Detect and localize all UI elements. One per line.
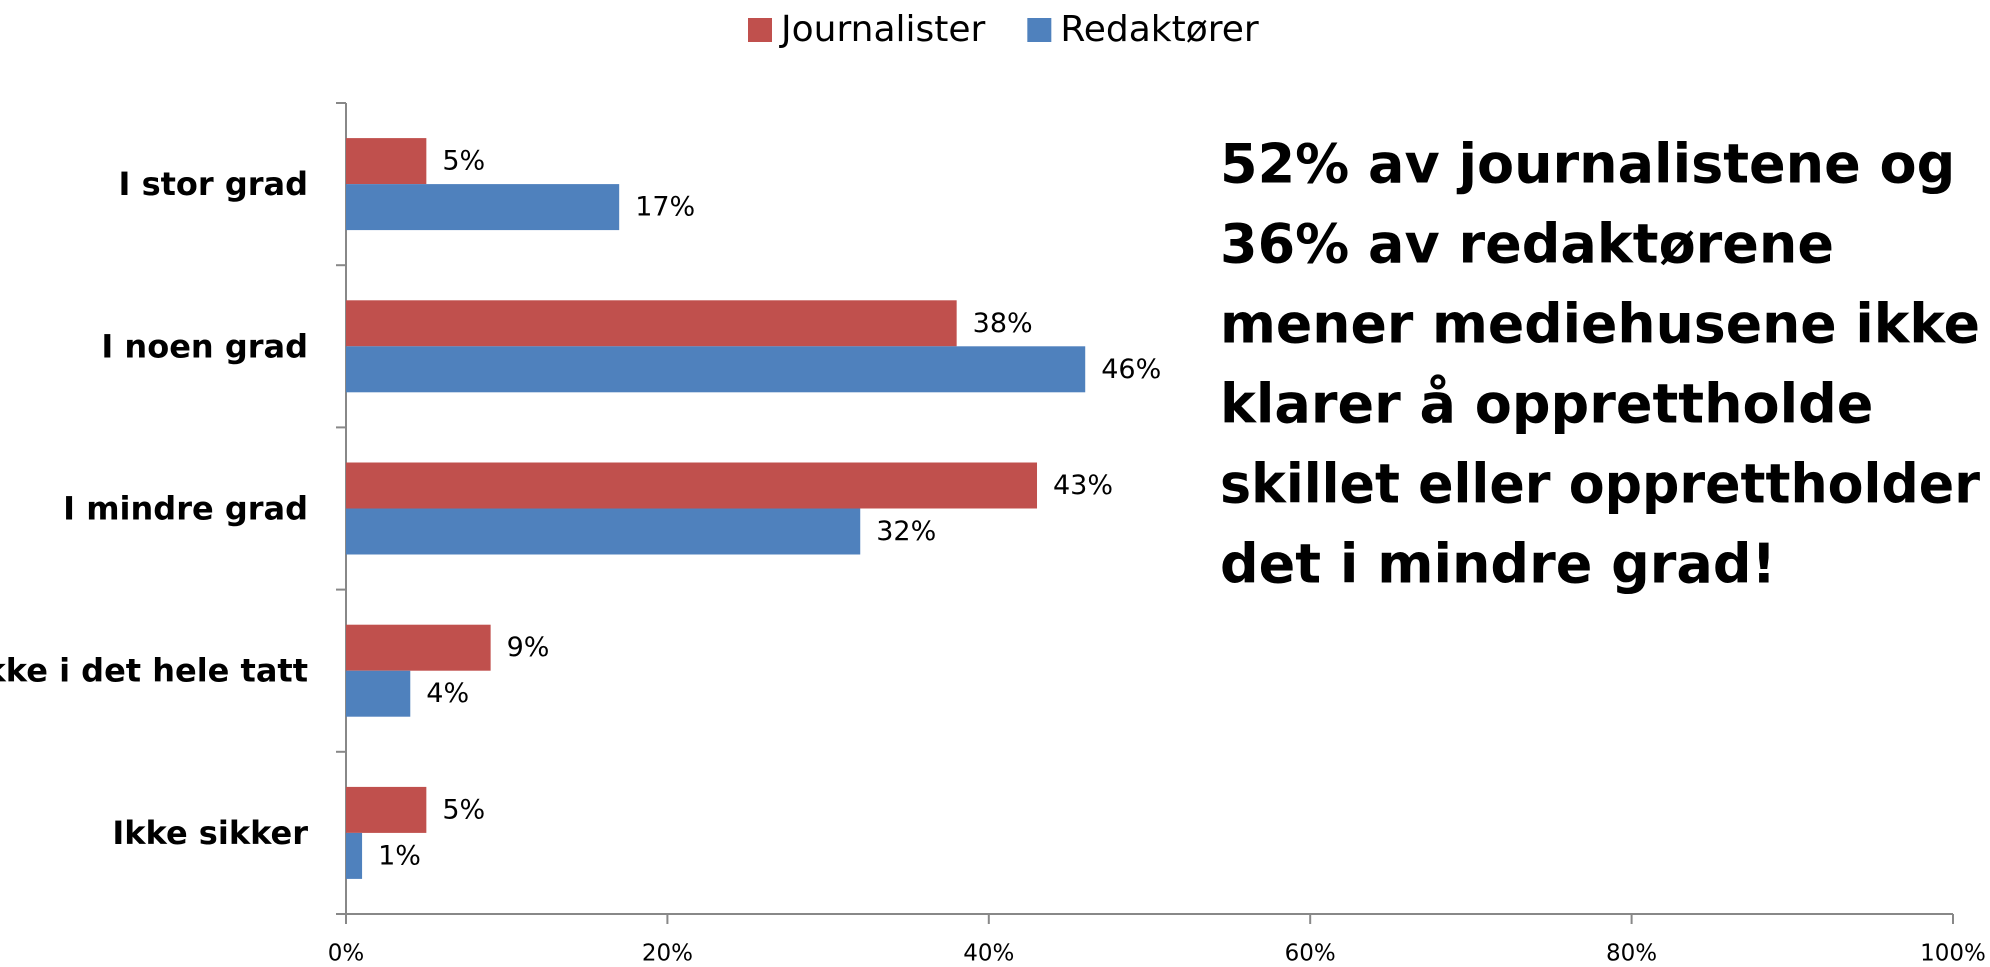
x-tick-label: 80%	[1606, 941, 1657, 967]
x-tick-label: 20%	[642, 941, 693, 967]
annotation: 52% av journalistene og	[1220, 133, 1955, 196]
value-label: 46%	[1101, 354, 1161, 385]
y-tick-label: Ikke i det hele tatt	[0, 652, 308, 690]
value-label: 43%	[1053, 470, 1113, 501]
bar	[346, 300, 957, 347]
value-label: 38%	[973, 308, 1033, 339]
value-label: 9%	[507, 632, 550, 663]
legend-swatch	[1027, 18, 1052, 42]
legend-label: Journalister	[779, 9, 986, 50]
x-tick-label: 60%	[1285, 941, 1336, 967]
bar	[346, 462, 1038, 509]
value-label: 17%	[635, 192, 695, 223]
bar	[346, 508, 861, 555]
value-label: 5%	[442, 794, 485, 825]
legend-label: Redaktører	[1060, 9, 1259, 50]
x-tick-label: 40%	[963, 941, 1014, 967]
y-tick-label: Ikke sikker	[112, 814, 308, 852]
bar	[346, 624, 491, 671]
y-tick-label: I noen grad	[101, 327, 308, 365]
value-label: 32%	[876, 516, 936, 547]
x-tick-label: 100%	[1920, 941, 1986, 967]
annotation: mener mediehusene ikke	[1220, 293, 1980, 356]
annotation: skillet eller opprettholder	[1220, 453, 1980, 516]
y-tick-label: I mindre grad	[63, 490, 308, 528]
annotation: det i mindre grad!	[1220, 533, 1776, 596]
bar	[346, 346, 1086, 393]
value-label: 5%	[442, 146, 485, 177]
annotation: klarer å opprettholde	[1220, 373, 1873, 436]
legend-swatch	[748, 18, 772, 42]
bar	[346, 670, 411, 717]
y-tick-label: I stor grad	[119, 165, 308, 203]
value-label: 4%	[426, 678, 469, 709]
bar	[346, 138, 427, 185]
bar	[346, 786, 427, 833]
annotation: 36% av redaktørene	[1220, 213, 1834, 276]
bar	[346, 832, 363, 879]
x-tick-label: 0%	[328, 941, 365, 967]
value-label: 1%	[378, 840, 421, 871]
bar	[346, 184, 620, 231]
